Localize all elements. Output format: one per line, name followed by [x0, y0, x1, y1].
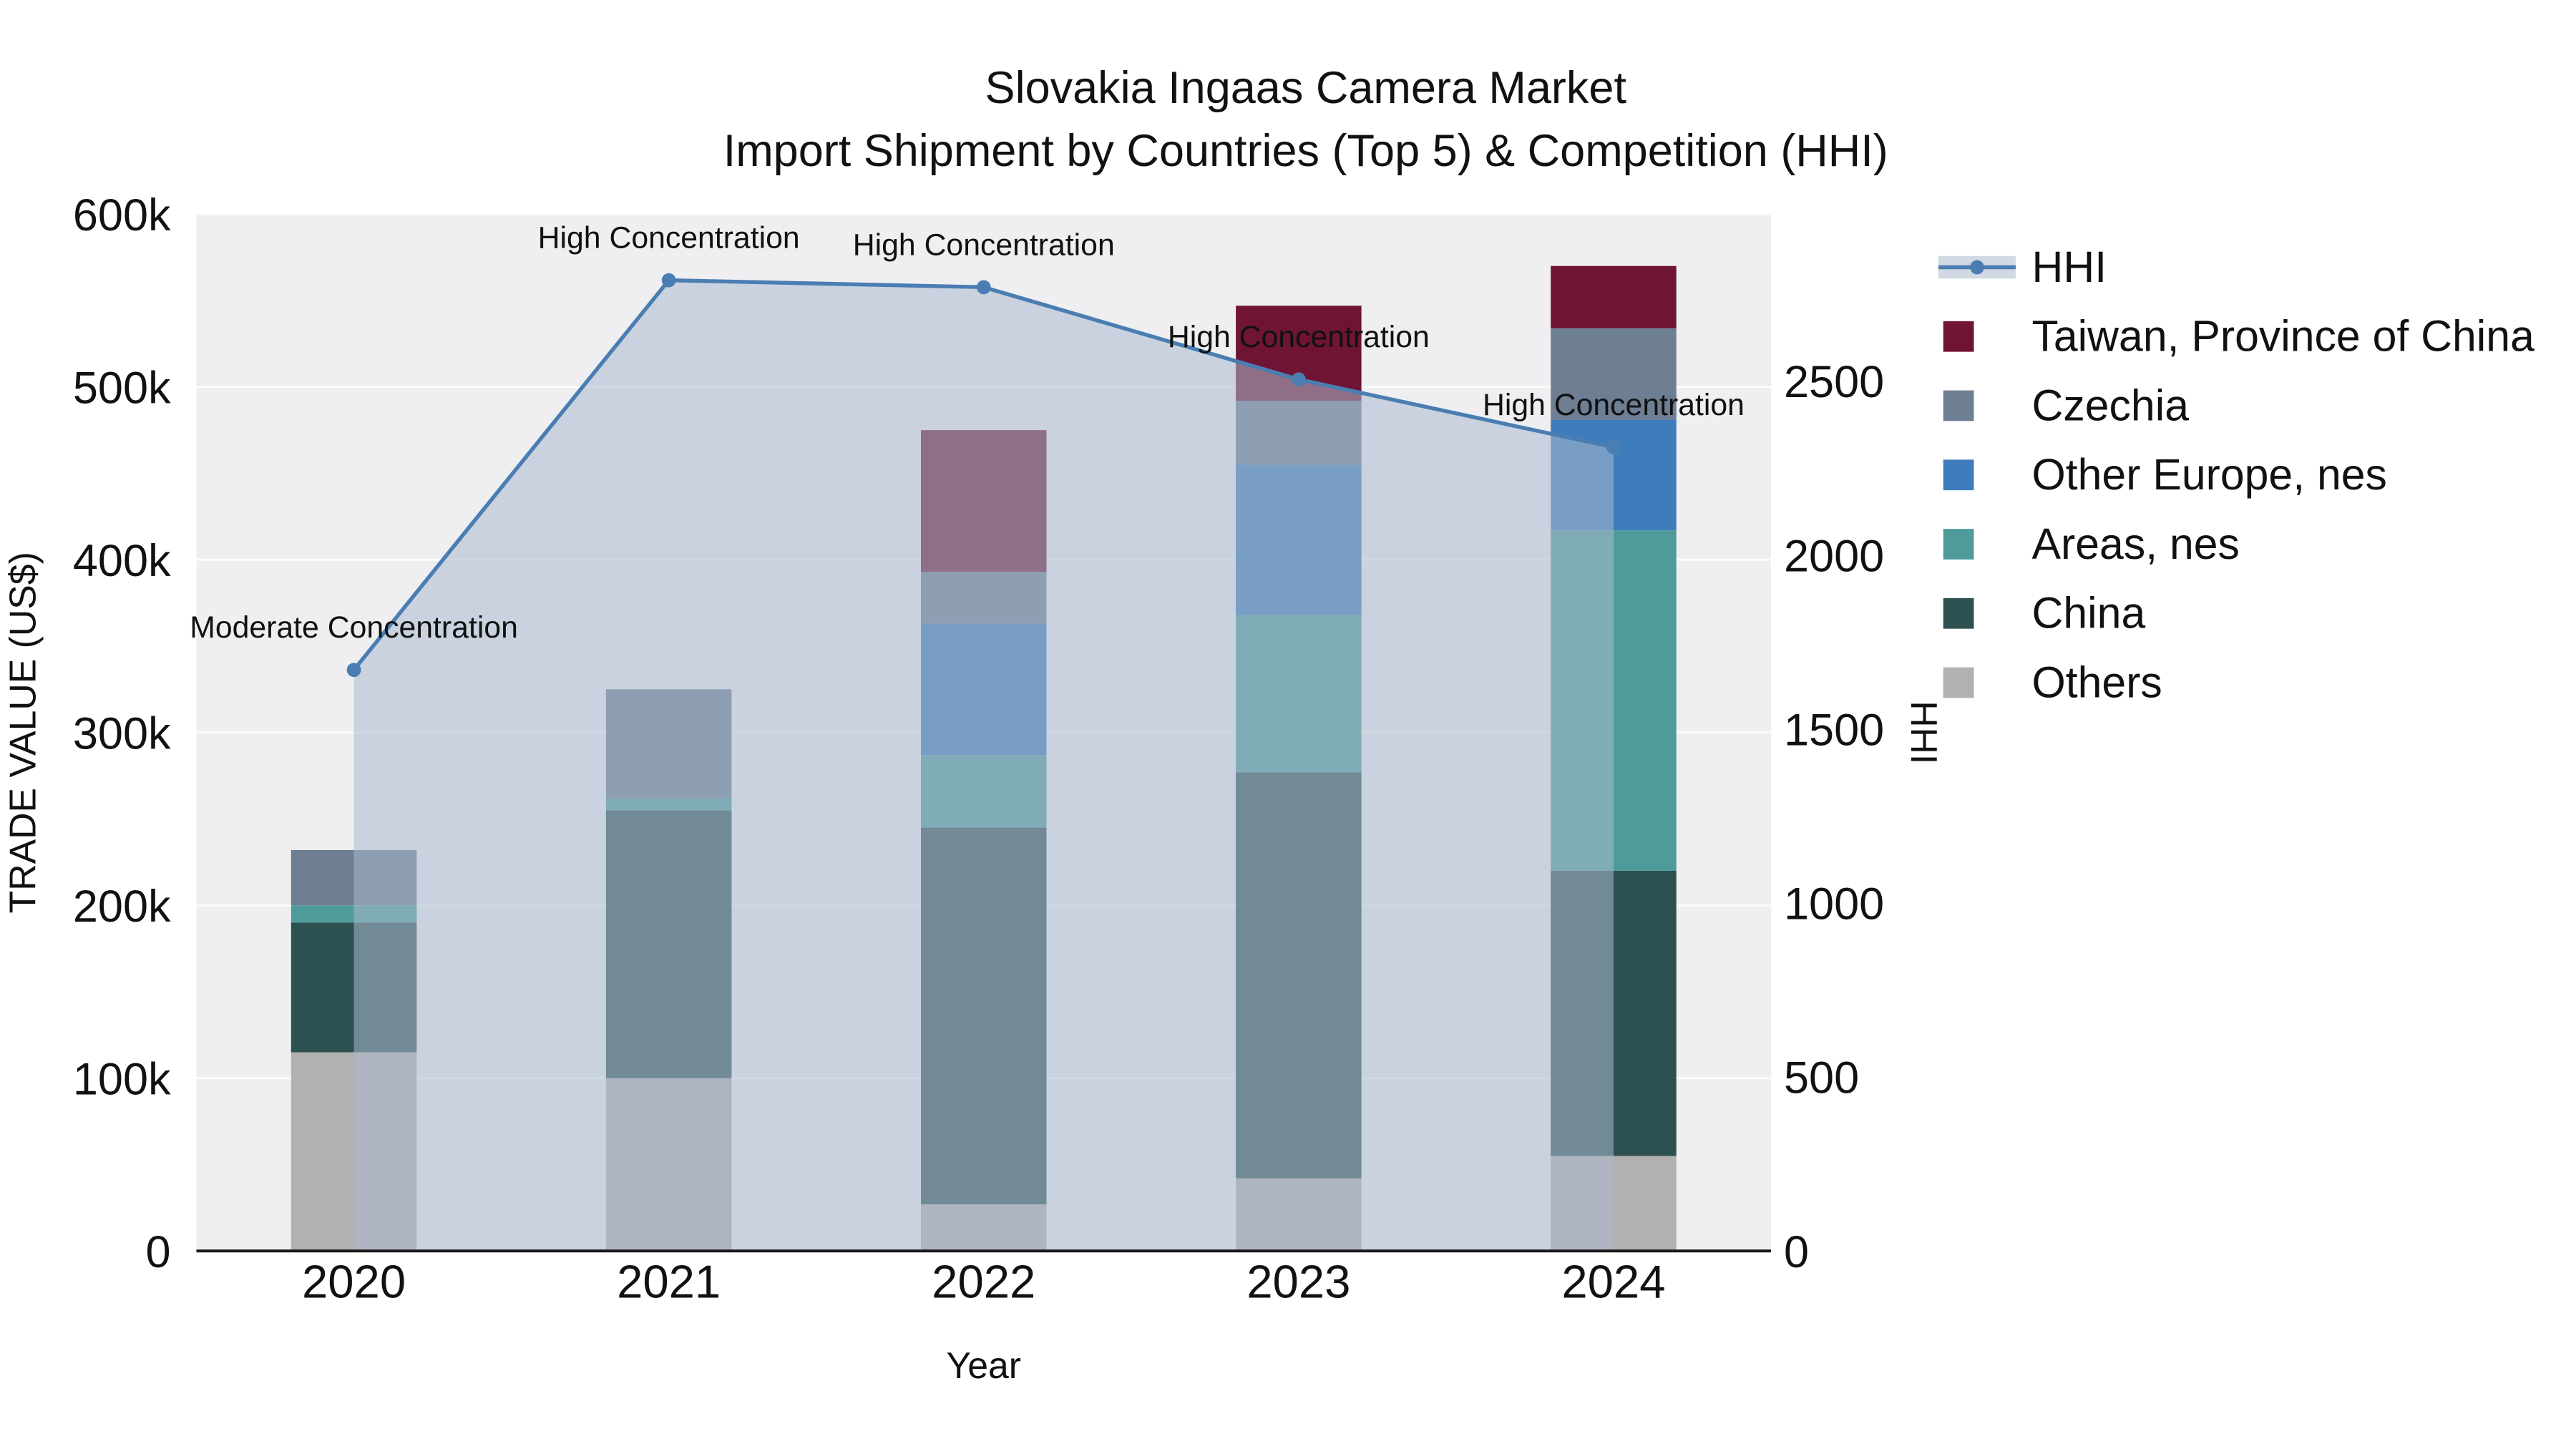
legend-label-taiwan-province-of-china: Taiwan, Province of China [2032, 312, 2535, 361]
hhi-area [353, 280, 1614, 1252]
y-right-tick-2500: 2500 [1784, 357, 1884, 407]
bar-segment-czechia [1551, 328, 1677, 420]
hhi-marker-2023 [1291, 372, 1306, 387]
y-left-tick-100k: 100k [73, 1054, 171, 1104]
x-tick-2021: 2021 [617, 1256, 721, 1308]
legend: HHI Taiwan, Province of China Czechia Other… [1938, 243, 2535, 706]
legend-swatch-taiwan-province-of-china [1943, 321, 1974, 352]
legend-swatch-other-europe-nes [1943, 459, 1974, 491]
y-axis-label-right: HHI [1903, 701, 1945, 764]
y-right-tick-2000: 2000 [1784, 531, 1884, 581]
y-right-tick-1500: 1500 [1784, 705, 1884, 755]
x-axis-label: Year [946, 1345, 1021, 1386]
legend-label-china: China [2032, 589, 2146, 638]
y-axis-label-left: TRADE VALUE (US$) [2, 552, 44, 913]
hhi-marker-2024 [1606, 440, 1621, 454]
y-left-tick-0: 0 [145, 1227, 170, 1277]
legend-swatch-areas-nes [1943, 529, 1974, 560]
legend-label-others: Others [2032, 658, 2162, 706]
x-tick-2023: 2023 [1246, 1256, 1350, 1308]
hhi-line [346, 273, 1621, 678]
annotation-2022: High Concentration [853, 228, 1115, 262]
hhi-marker-2022 [976, 280, 991, 295]
legend-label-hhi: HHI [2032, 243, 2107, 291]
legend-label-areas-nes: Areas, nes [2032, 519, 2240, 568]
y-left-tick-600k: 600k [73, 190, 171, 240]
hhi-marker-2020 [346, 663, 361, 678]
legend-swatch-hhi-marker [1970, 260, 1984, 275]
legend-swatch-others [1943, 667, 1974, 698]
y-left-tick-200k: 200k [73, 882, 171, 932]
chart-title-line1: Slovakia Ingaas Camera Market [985, 63, 1627, 113]
concentration-annotations: Moderate Concentration High Concentration… [190, 221, 1745, 645]
legend-swatch-czechia [1943, 390, 1974, 421]
y-right-tick-0: 0 [1784, 1227, 1809, 1277]
bar-segment-taiwan-province-of-china [1551, 265, 1677, 328]
y-left-tick-400k: 400k [73, 536, 171, 586]
y-right-tick-500: 500 [1784, 1053, 1859, 1103]
annotation-2024: High Concentration [1483, 388, 1745, 422]
legend-label-other-europe-nes: Other Europe, nes [2032, 450, 2387, 499]
y-left-tick-500k: 500k [73, 363, 171, 413]
hhi-marker-2021 [661, 273, 676, 288]
annotation-2021: High Concentration [538, 221, 800, 255]
x-tick-2020: 2020 [302, 1256, 406, 1308]
annotation-2023: High Concentration [1168, 320, 1430, 354]
x-tick-2024: 2024 [1561, 1256, 1665, 1308]
x-tick-2022: 2022 [932, 1256, 1035, 1308]
tick-labels: 0 100k 200k 300k 400k 500k 600k 0 500 1000 1500 200… [73, 190, 1884, 1308]
legend-swatch-china [1943, 597, 1974, 629]
legend-label-czechia: Czechia [2032, 381, 2190, 429]
chart-title-line2: Import Shipment by Countries (Top 5) & C… [723, 126, 1888, 176]
hhi-area-fill [353, 280, 1614, 1252]
annotation-2020: Moderate Concentration [190, 610, 518, 645]
y-left-tick-300k: 300k [73, 708, 171, 758]
y-right-tick-1000: 1000 [1784, 879, 1884, 930]
